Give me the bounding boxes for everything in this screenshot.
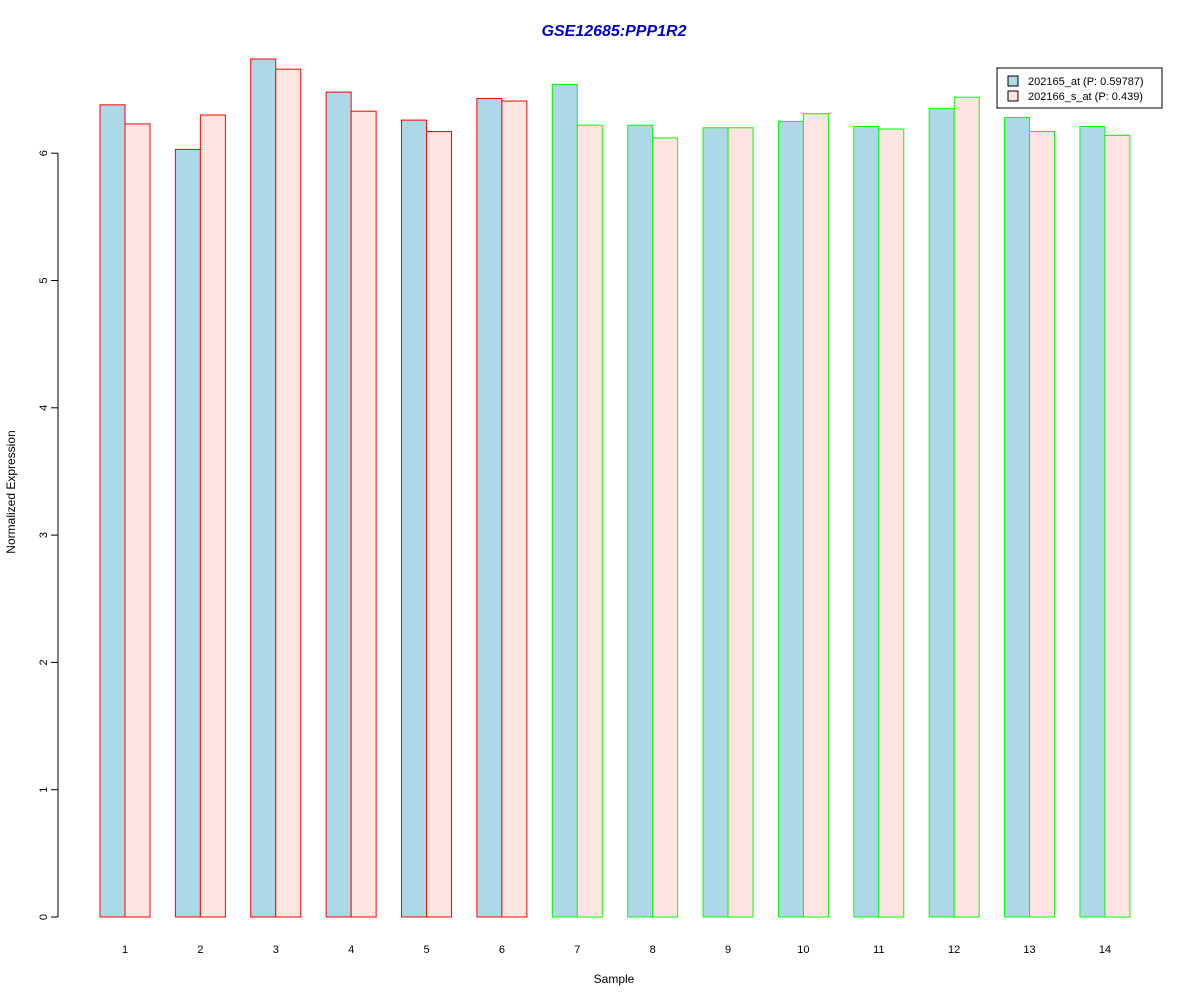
- legend: 202165_at (P: 0.59787) 202166_s_at (P: 0.…: [996, 67, 1163, 109]
- x-tick-label: 10: [797, 944, 809, 956]
- bar-series1-sample-4: [325, 91, 352, 918]
- bar-series2-sample-13: [1029, 131, 1056, 918]
- bar-series1-sample-1: [99, 104, 126, 918]
- bar-series1-sample-6: [476, 97, 503, 918]
- y-axis: 0 1 2 3 4 5 6: [38, 150, 59, 920]
- x-tick-label: 1: [122, 944, 128, 956]
- bar-series1-sample-8: [627, 124, 654, 918]
- bar-series1-sample-5: [401, 119, 428, 918]
- legend-box: [996, 67, 1163, 109]
- bar-series1-sample-9: [702, 127, 729, 918]
- x-tick-label: 8: [650, 944, 656, 956]
- x-axis-ticks: 1 2 3 4 5 6 7 8 9 10 11 12 13 14: [122, 944, 1111, 956]
- bar-series1-sample-7: [551, 83, 578, 918]
- bars: [99, 58, 1131, 918]
- bar-series1-sample-14: [1079, 125, 1106, 918]
- bar-series2-sample-9: [727, 127, 754, 918]
- bar-series2-sample-1: [124, 123, 151, 918]
- x-tick-label: 12: [948, 944, 960, 956]
- y-axis-label: Normalized Expression: [4, 430, 18, 553]
- bar-series2-sample-4: [350, 110, 377, 918]
- x-tick-label: 4: [348, 944, 354, 956]
- bar-series2-sample-6: [501, 100, 528, 918]
- x-tick-label: 11: [873, 944, 884, 956]
- bar-series2-sample-8: [652, 137, 679, 918]
- bar-series2-sample-2: [199, 114, 226, 918]
- y-tick-label: 4: [38, 405, 50, 411]
- y-tick-label: 6: [38, 150, 50, 156]
- bar-series2-sample-7: [576, 124, 603, 918]
- x-tick-label: 2: [197, 944, 203, 956]
- y-tick-label: 0: [38, 914, 50, 920]
- bar-series2-sample-10: [802, 113, 829, 918]
- x-tick-label: 14: [1099, 944, 1111, 956]
- x-tick-label: 9: [725, 944, 731, 956]
- y-tick-label: 1: [38, 787, 50, 793]
- legend-label: 202166_s_at (P: 0.439): [1028, 91, 1143, 103]
- bar-series1-sample-3: [250, 58, 277, 918]
- x-tick-label: 13: [1023, 944, 1035, 956]
- x-tick-label: 3: [273, 944, 279, 956]
- bar-series2-sample-5: [426, 131, 453, 918]
- bar-series2-sample-12: [953, 96, 980, 918]
- bar-series1-sample-13: [1004, 117, 1031, 918]
- y-tick-label: 2: [38, 659, 50, 665]
- x-tick-label: 5: [423, 944, 429, 956]
- chart-title: GSE12685:PPP1R2: [542, 23, 687, 40]
- bar-series1-sample-10: [777, 120, 804, 918]
- y-tick-label: 5: [38, 277, 50, 283]
- bar-series2-sample-14: [1104, 134, 1131, 918]
- x-axis-label: Sample: [594, 972, 635, 986]
- legend-swatch: [1007, 90, 1019, 102]
- bar-series2-sample-3: [275, 68, 302, 918]
- bar-series2-sample-11: [878, 128, 905, 918]
- legend-label: 202165_at (P: 0.59787): [1028, 76, 1144, 88]
- y-tick-label: 3: [38, 532, 50, 538]
- bar-series1-sample-2: [174, 148, 201, 918]
- bar-series1-sample-11: [853, 125, 880, 918]
- bar-series1-sample-12: [928, 108, 955, 918]
- legend-swatch: [1007, 75, 1019, 87]
- x-tick-label: 7: [574, 944, 580, 956]
- x-tick-label: 6: [499, 944, 505, 956]
